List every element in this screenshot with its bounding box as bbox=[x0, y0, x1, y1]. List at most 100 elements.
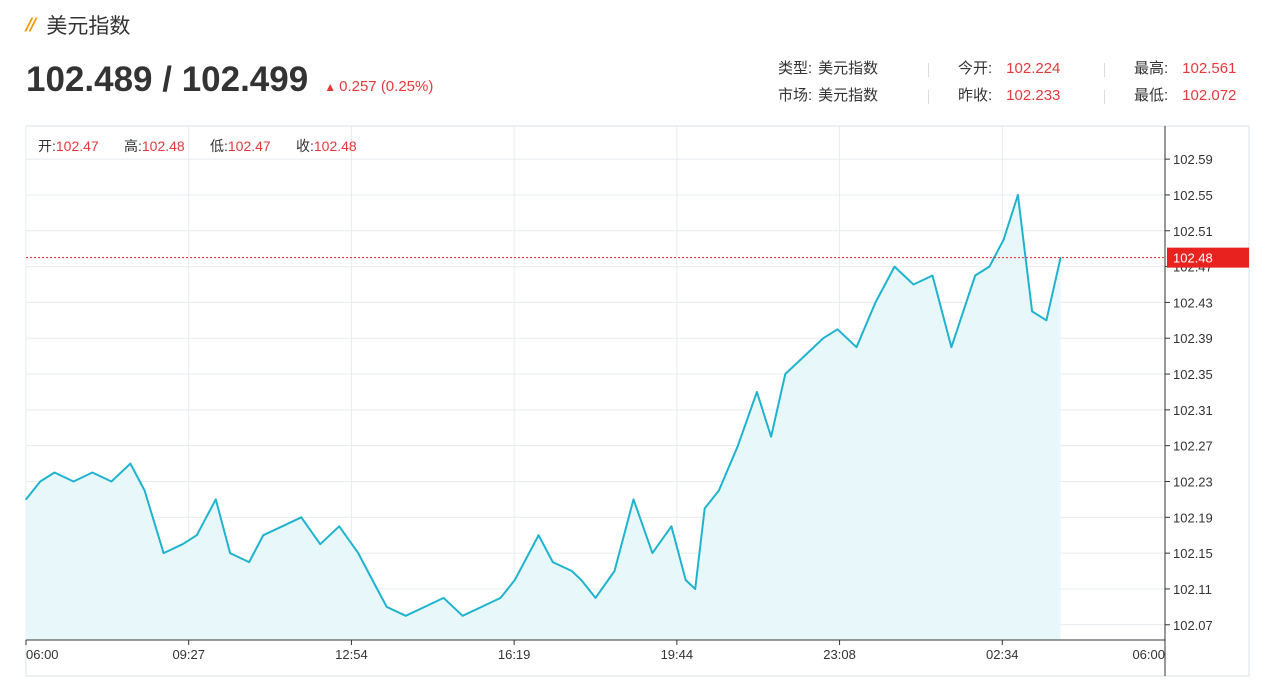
series-point bbox=[822, 337, 825, 340]
page-title: 美元指数 bbox=[46, 14, 131, 38]
info-type-label: 类型: bbox=[778, 60, 813, 77]
series-point bbox=[1059, 256, 1062, 259]
info-market-value: 美元指数 bbox=[818, 87, 879, 104]
series-point bbox=[1002, 238, 1005, 241]
info-low-label: 最低: bbox=[1134, 87, 1169, 104]
series-point bbox=[570, 570, 573, 572]
x-tick-label: 16:19 bbox=[498, 647, 531, 662]
chart-series-area bbox=[25, 194, 1062, 640]
info-divider bbox=[928, 90, 929, 104]
series-point bbox=[642, 525, 644, 528]
info-high-value: 102.561 bbox=[1182, 60, 1237, 77]
y-tick-label: 102.19 bbox=[1173, 510, 1213, 525]
ohlc-high: 高:102.48 bbox=[124, 138, 185, 154]
series-point bbox=[756, 391, 758, 393]
info-type-value: 美元指数 bbox=[818, 60, 879, 77]
y-tick-label: 102.55 bbox=[1173, 188, 1213, 203]
last-price-tag bbox=[1167, 247, 1249, 268]
info-open-label: 今开: bbox=[958, 60, 993, 77]
series-point bbox=[803, 355, 806, 357]
arrow-up-icon: ▲ bbox=[324, 80, 337, 94]
x-tick-label: 06:00 bbox=[1132, 647, 1165, 662]
y-tick-label: 102.59 bbox=[1173, 152, 1213, 167]
series-point bbox=[480, 606, 483, 608]
series-point bbox=[162, 552, 165, 554]
series-point bbox=[613, 570, 616, 572]
series-point bbox=[580, 579, 583, 581]
series-point bbox=[551, 561, 554, 563]
info-divider bbox=[1104, 63, 1105, 77]
y-tick-label: 102.39 bbox=[1173, 331, 1213, 346]
series-point bbox=[196, 534, 198, 537]
series-point bbox=[338, 525, 341, 528]
series-point bbox=[91, 471, 94, 474]
y-tick-label: 102.35 bbox=[1173, 367, 1213, 382]
ohlc-low-value: 102.47 bbox=[228, 138, 271, 154]
ohlc-close-label: 收: bbox=[296, 138, 314, 154]
ohlc-readout: 开:102.47 高:102.48 低:102.47 收:102.48 bbox=[38, 138, 357, 154]
x-tick-label: 02:34 bbox=[986, 647, 1019, 662]
series-point bbox=[874, 301, 877, 304]
last-price-marker: 102.48 bbox=[26, 247, 1249, 268]
series-point bbox=[181, 543, 184, 545]
series-point bbox=[499, 597, 502, 599]
series-point bbox=[371, 579, 374, 581]
series-point bbox=[893, 265, 896, 268]
ohlc-open: 开:102.47 bbox=[38, 138, 99, 154]
series-point bbox=[319, 543, 322, 545]
info-prev-label: 昨收: bbox=[958, 87, 993, 104]
series-point bbox=[1031, 310, 1033, 313]
info-prev-close: 昨收: 102.233 bbox=[958, 83, 1060, 109]
info-market: 市场: 美元指数 bbox=[778, 83, 878, 109]
series-point bbox=[684, 579, 687, 581]
series-point bbox=[110, 480, 113, 483]
series-point bbox=[143, 489, 146, 492]
series-point bbox=[855, 346, 858, 348]
series-point bbox=[651, 552, 654, 554]
info-low-value: 102.072 bbox=[1182, 87, 1237, 104]
price-change-value: 0.257 (0.25%) bbox=[339, 78, 434, 95]
info-low: 最低: 102.072 bbox=[1134, 83, 1236, 109]
ohlc-close-value: 102.48 bbox=[314, 138, 357, 154]
y-tick-label: 102.51 bbox=[1173, 224, 1213, 239]
info-high-label: 最高: bbox=[1134, 60, 1169, 77]
series-point bbox=[950, 346, 953, 348]
series-point bbox=[72, 480, 75, 483]
title-mark-icon: // bbox=[26, 15, 37, 35]
series-point bbox=[248, 561, 250, 563]
series-point bbox=[737, 444, 739, 447]
series-point bbox=[39, 480, 42, 483]
series-point bbox=[357, 552, 360, 554]
series-point bbox=[514, 579, 516, 581]
series-point bbox=[594, 597, 597, 599]
y-tick-label: 102.07 bbox=[1173, 618, 1213, 633]
info-open-value: 102.224 bbox=[1006, 60, 1061, 77]
y-tick-label: 102.23 bbox=[1173, 475, 1213, 490]
ohlc-open-label: 开: bbox=[38, 138, 56, 154]
price-row: 102.489 / 102.499 ▲ 0.257 (0.25%) bbox=[26, 60, 433, 100]
series-point bbox=[836, 328, 839, 331]
series-point bbox=[694, 588, 696, 590]
series-area-fill bbox=[26, 195, 1061, 640]
ohlc-low-label: 低: bbox=[210, 138, 228, 154]
series-point bbox=[129, 462, 132, 465]
y-tick-label: 102.15 bbox=[1173, 546, 1213, 561]
series-point bbox=[784, 373, 787, 375]
current-price: 102.489 / 102.499 bbox=[26, 60, 309, 99]
y-tick-label: 102.27 bbox=[1173, 439, 1213, 454]
series-point bbox=[670, 525, 673, 528]
series-point bbox=[1017, 194, 1019, 196]
info-market-label: 市场: bbox=[778, 87, 813, 104]
series-point bbox=[988, 265, 991, 268]
series-point bbox=[537, 534, 540, 537]
y-tick-label: 102.31 bbox=[1173, 403, 1213, 418]
series-point bbox=[281, 525, 284, 528]
series-point bbox=[770, 435, 772, 438]
series-point bbox=[262, 534, 265, 537]
y-tick-label: 102.11 bbox=[1173, 582, 1212, 597]
x-tick-label: 06:00 bbox=[26, 647, 59, 662]
info-open: 今开: 102.224 bbox=[958, 56, 1060, 82]
series-point bbox=[1045, 319, 1048, 322]
